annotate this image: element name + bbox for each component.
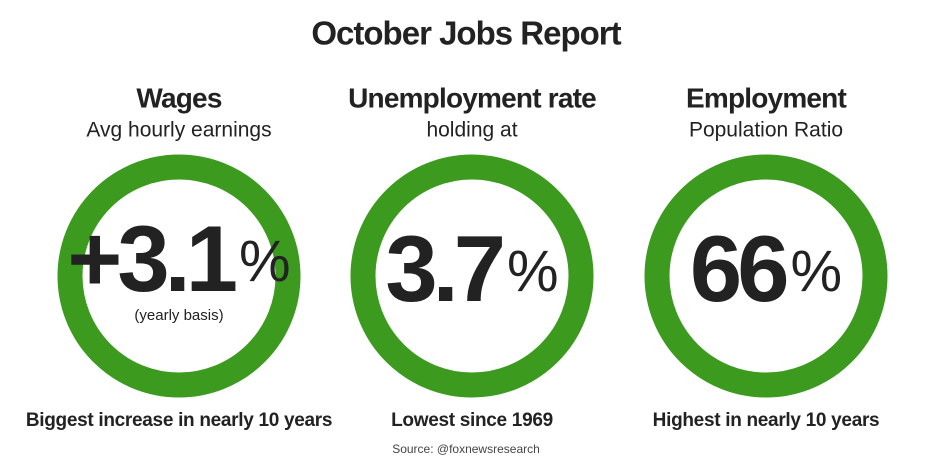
panel: Unemployment rate holding at 3.7 % Lowest si… [348, 82, 597, 431]
panel-note: Biggest increase in nearly 10 years [26, 410, 332, 431]
big-value: 3.7% [385, 216, 558, 321]
value: +3.1 [67, 206, 235, 311]
panel-note: Lowest since 1969 [391, 410, 553, 431]
panel-subheading: holding at [426, 119, 517, 142]
value-detail: (yearly basis) [134, 307, 223, 324]
panel-heading: Employment [686, 82, 847, 113]
panel-subheading: Population Ratio [689, 119, 843, 142]
panel-heading: Unemployment rate [348, 82, 596, 113]
unit: % [239, 229, 291, 294]
value: 66 [690, 216, 786, 321]
title: October Jobs Report [311, 15, 621, 52]
source: Source: @foxnewsresearch [392, 442, 540, 456]
unit: % [507, 239, 559, 304]
panel: Employment Population Ratio 66 % Highest in … [644, 82, 888, 431]
big-value: 66% [690, 216, 842, 321]
big-value: +3.1% [67, 206, 290, 311]
ring [644, 154, 888, 398]
ring [350, 154, 594, 398]
panel-heading: Wages [136, 82, 221, 113]
unit: % [790, 239, 842, 304]
value: 3.7 [385, 216, 502, 321]
ring [57, 154, 301, 398]
panel-note: Highest in nearly 10 years [653, 410, 880, 431]
panel-subheading: Avg hourly earnings [86, 119, 271, 142]
